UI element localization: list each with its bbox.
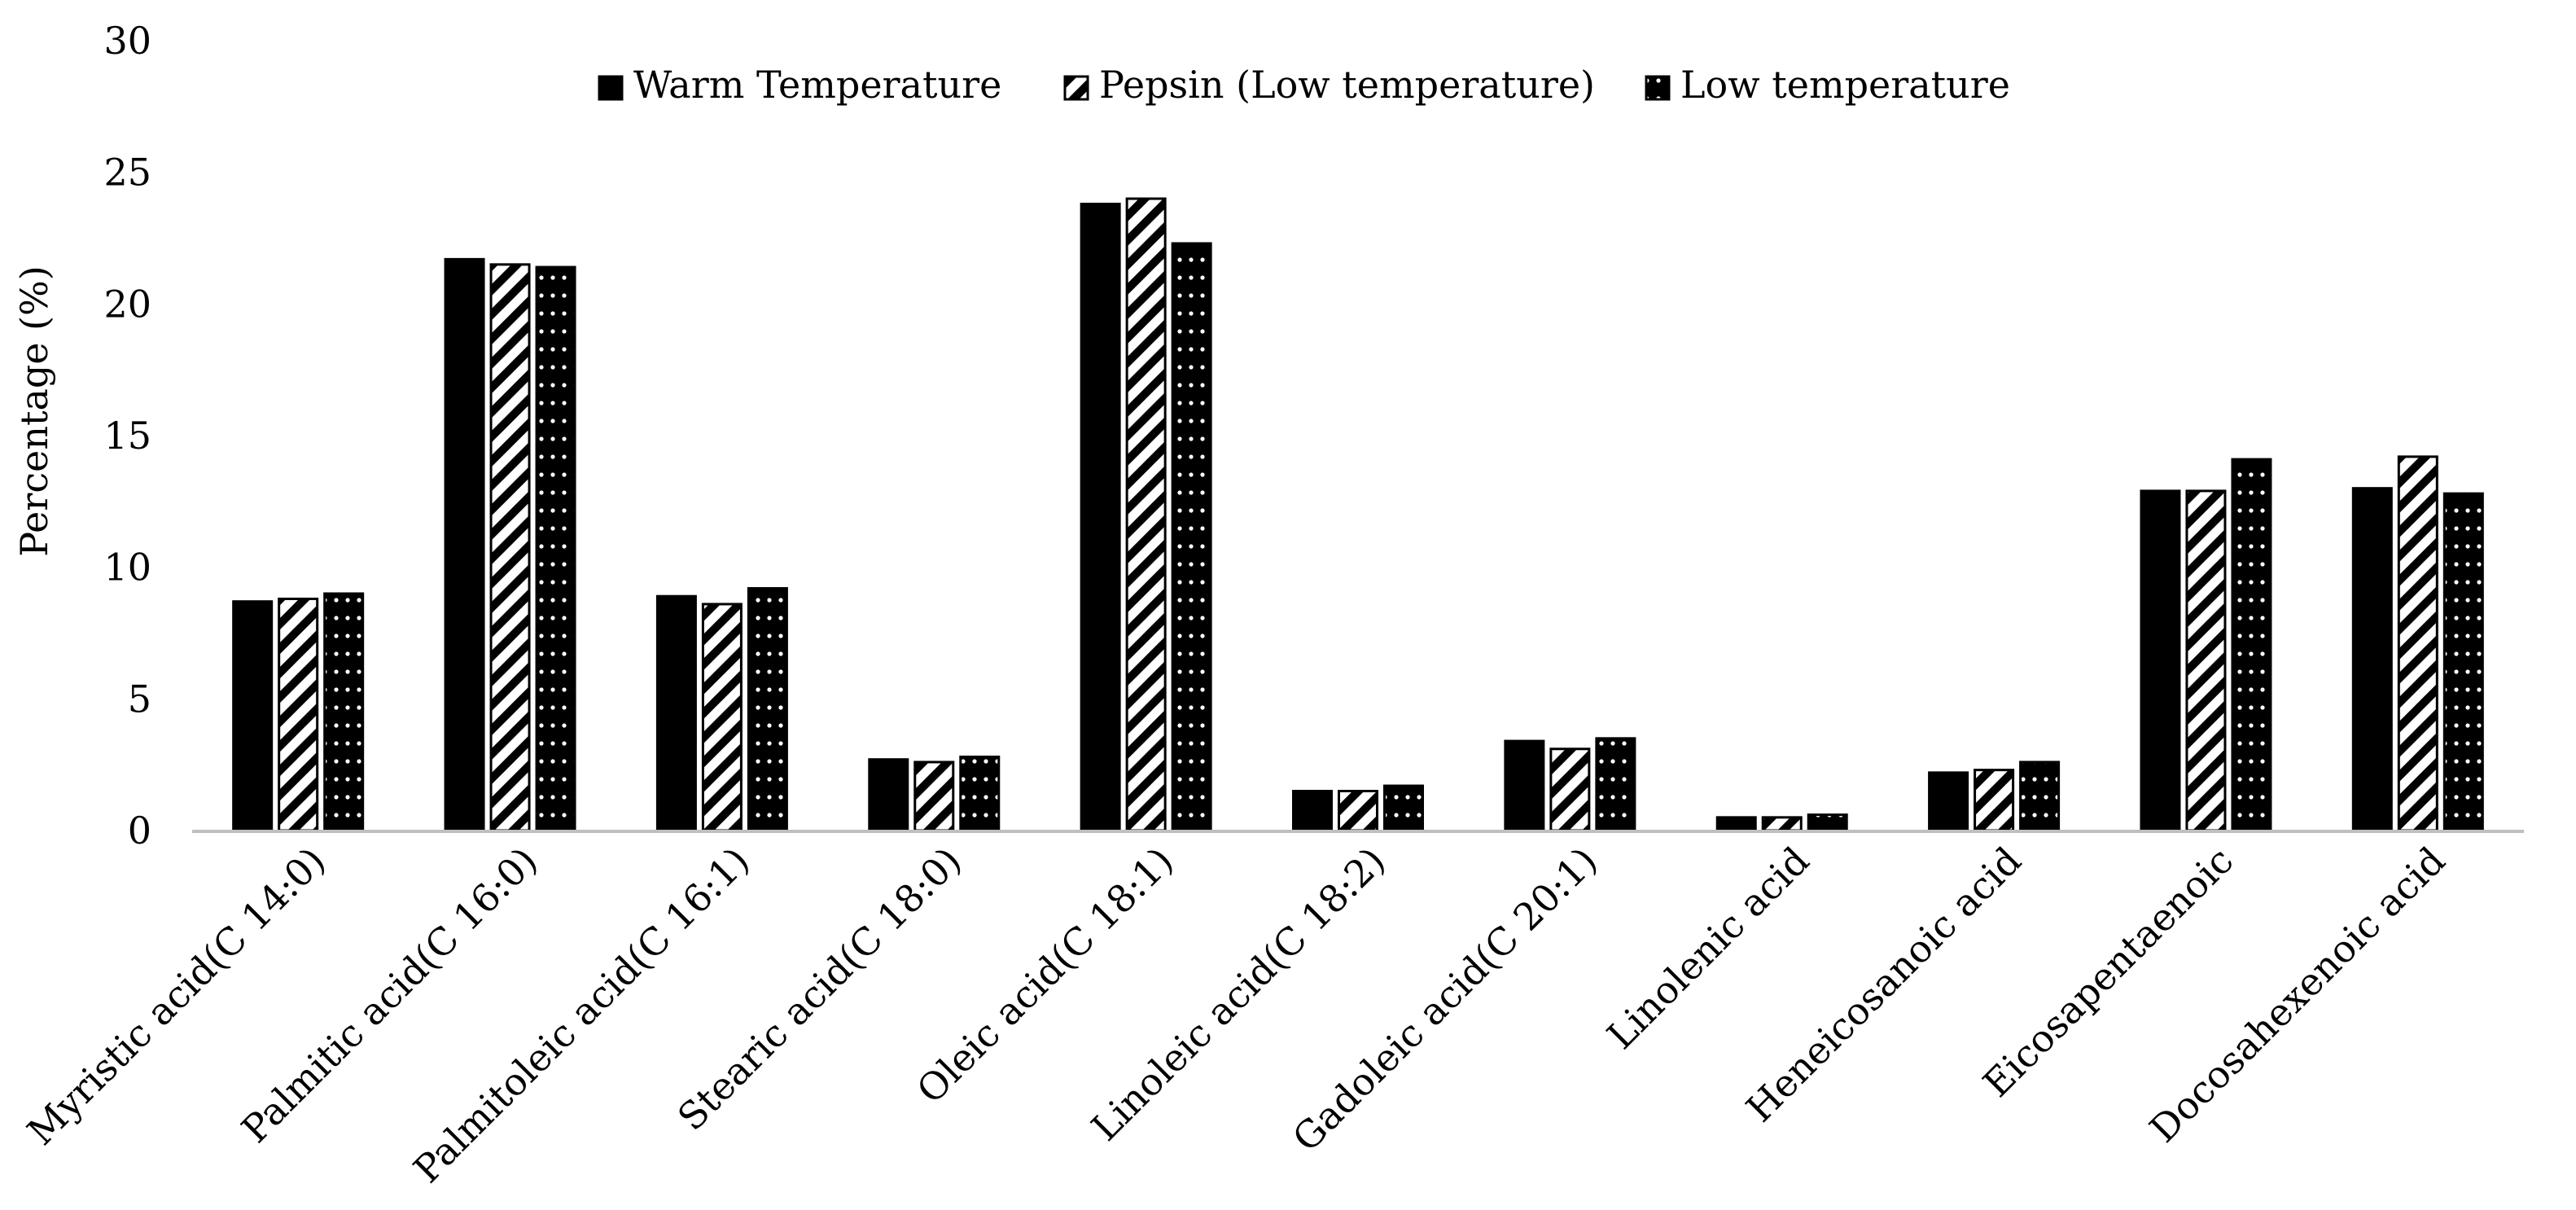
bar-dotted [2019, 761, 2061, 832]
bar-dotted [1171, 242, 1212, 832]
bar-diagonal [489, 263, 531, 832]
legend-item: Pepsin (Low temperature) [1063, 63, 1595, 107]
y-tick-label: 5 [128, 677, 151, 721]
y-axis-title: Percentage (%) [12, 265, 56, 557]
bar-solid [1715, 816, 1757, 832]
category-label: Palmitoleic acid(C 16:1) [405, 839, 757, 1191]
bar-diagonal [2185, 489, 2227, 832]
bar-diagonal [278, 597, 319, 832]
y-tick-label: 10 [103, 546, 151, 590]
y-tick-label: 20 [103, 282, 151, 326]
bar-solid [1080, 202, 1121, 832]
bar-solid [655, 594, 697, 832]
bar-diagonal [701, 603, 743, 832]
y-tick-label: 15 [103, 414, 151, 458]
bar-dotted [747, 587, 788, 832]
bar-solid [1292, 790, 1333, 832]
bars [232, 197, 2484, 832]
legend-label: Low temperature [1680, 63, 2010, 107]
bar-diagonal [913, 761, 955, 832]
legend: Warm Temperature Pepsin (Low temperature)… [598, 63, 2010, 107]
bar-solid [1928, 771, 1969, 832]
bar-solid [2351, 487, 2393, 832]
bar-solid [868, 758, 909, 832]
y-tick-label: 0 [128, 809, 151, 853]
legend-item: Warm Temperature [598, 63, 1001, 107]
bar-dotted [323, 592, 365, 832]
bar-diagonal [1338, 790, 1378, 832]
category-labels: Myristic acid(C 14:0)Palmitic acid(C 16:… [19, 839, 2454, 1191]
y-tick-label: 30 [103, 19, 151, 63]
bar-dotted [2442, 492, 2484, 832]
legend-swatch [1645, 75, 1671, 101]
y-tick-label: 25 [103, 151, 151, 195]
legend-swatch [1063, 75, 1089, 101]
bar-dotted [959, 755, 1001, 832]
bar-solid [444, 257, 485, 832]
bar-solid [1504, 739, 1545, 832]
category-label: Linolenic acid [1598, 839, 1817, 1058]
legend-label: Pepsin (Low temperature) [1099, 63, 1595, 107]
bar-diagonal [2397, 455, 2438, 832]
bar-dotted [2231, 458, 2272, 832]
bar-diagonal [1761, 816, 1803, 832]
bar-dotted [535, 265, 576, 832]
bar-dotted [1383, 784, 1424, 832]
bar-diagonal [1125, 197, 1167, 832]
legend-swatch [598, 75, 624, 101]
legend-label: Warm Temperature [633, 63, 1001, 107]
bar-diagonal [1974, 769, 2015, 832]
y-axis-ticks: 0 5 10 15 20 25 30 [103, 19, 151, 853]
bar-solid [232, 600, 274, 832]
bar-dotted [1595, 737, 1636, 832]
bar-diagonal [1549, 747, 1591, 832]
bar-solid [2140, 489, 2181, 832]
legend-item: Low temperature [1645, 63, 2010, 107]
bar-dotted [1807, 813, 1848, 832]
